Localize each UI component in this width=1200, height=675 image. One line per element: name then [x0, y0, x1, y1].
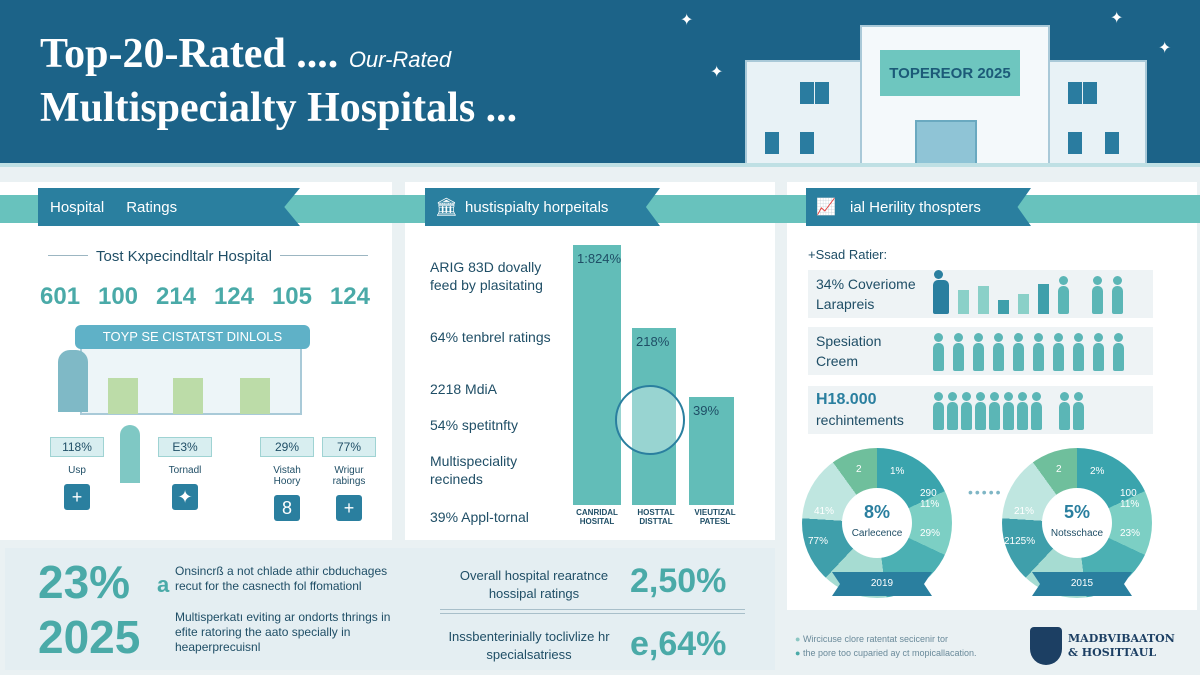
chart-icon: 📈	[816, 199, 836, 216]
stat-description: Onsincrß a not chlade athir cbduchages r…	[175, 564, 388, 593]
stat-23-percent: 23%	[38, 556, 131, 608]
stat-2025: 2025	[38, 611, 141, 663]
sparkle-icon: ✦	[1110, 10, 1124, 27]
left-banner: TOYP SE CISTATST DINLOLS	[75, 325, 310, 349]
people-bars-icon	[933, 270, 1148, 314]
sparkle-icon: ✦	[680, 12, 694, 29]
people-row: H18.000 rechintements	[808, 386, 1153, 434]
kpi-label: Overall hospital rearatnce hossipal rati…	[459, 568, 609, 601]
building-sign: TOPEREOR 2025	[880, 50, 1020, 96]
kpi-label: Inssbenterinially toclivlize hr specials…	[448, 629, 610, 662]
bar-3: 39%	[689, 397, 734, 505]
hospital-logo-text: MADBVIBAATON & HOSITTAUL	[1068, 632, 1175, 659]
list-item: 2218 MdiA	[430, 381, 497, 397]
plus-icon: +	[64, 484, 90, 510]
rating-tag: 118% Usp +	[50, 437, 104, 510]
bar-category: HOSTTAL DISTTAL	[637, 508, 675, 526]
rating-tag: E3% Tornadl ✦	[158, 437, 212, 510]
header-banner: Top-20-Rated .... Our-Rated Multispecial…	[0, 0, 1200, 167]
stat-number: 214	[155, 283, 197, 310]
building-columns-icon: 🏛	[435, 196, 458, 217]
list-item: ARIG 83D dovally feed by plasitating	[430, 259, 543, 293]
people-row: Spesiation Creem	[808, 327, 1153, 375]
ribbon-hospital-ratings: Hospital Ratings	[38, 188, 300, 226]
sparkle-icon: ✦	[1158, 40, 1172, 57]
crowd-icon	[933, 392, 1148, 430]
stat-number: 601	[40, 283, 81, 310]
list-item: Multispeciality recineds	[430, 453, 518, 487]
ribbon-multispecialty: 🏛 hustispialty horpeitals	[425, 188, 660, 226]
ribbon-healthcare: 📈 ial Herility thospters	[806, 188, 1031, 226]
shield-logo-icon	[1030, 627, 1062, 665]
number-icon: 8	[274, 495, 300, 521]
rating-tag: 77% Wrigur rabings +	[322, 437, 376, 521]
year-ribbon: 2015	[1032, 572, 1132, 596]
bar-1: 1:824%	[573, 245, 621, 505]
stat-numbers: 601 100 214 124 105 124	[40, 283, 370, 311]
bar-chart: 1:824% 218% 39%	[565, 245, 750, 505]
star-icon: ✦	[172, 484, 198, 510]
stat-number: 124	[329, 283, 370, 310]
title-line-1: Top-20-Rated .... Our-Rated	[40, 31, 452, 77]
year-ribbon: 2019	[832, 572, 932, 596]
people-row: 34% Coveriome Larapreis	[808, 270, 1153, 318]
stat-description: Multisperkatı eviting ar ondorts thrings…	[175, 610, 391, 654]
left-subtitle: Tost Kxpecindltalr Hospital	[88, 248, 280, 265]
right-heading: +Ssad Ratier:	[808, 247, 888, 262]
person-icon	[58, 350, 88, 412]
list-item: 64% tenbrel ratings	[430, 329, 551, 345]
bar-category: VIEUTIZAL PATESL	[694, 508, 736, 526]
stat-number: 124	[213, 283, 254, 310]
globe-icon	[615, 385, 685, 455]
stat-number: 105	[271, 283, 312, 310]
dots-separator: •••••	[968, 484, 1003, 500]
title-line-2: Multispecialty Hospitals ...	[40, 85, 518, 131]
kpi-value: 2,50%	[630, 562, 727, 600]
kpi-value: e,64%	[630, 625, 727, 663]
footer-notes: ● Wircicuse clore ratentat secicenir tor…	[795, 634, 977, 658]
people-icon	[933, 333, 1148, 371]
sparkle-icon: ✦	[710, 64, 724, 81]
bar-category: CANRIDAL HOSITAL	[576, 508, 618, 526]
list-item: 39% Appl-tornal	[430, 509, 529, 525]
list-item: 54% spetitnfty	[430, 417, 518, 433]
rating-tag: 29% Vistah Hoory 8	[260, 437, 314, 521]
plus-icon: +	[336, 495, 362, 521]
person-icon	[120, 425, 140, 483]
stat-number: 100	[97, 283, 139, 310]
